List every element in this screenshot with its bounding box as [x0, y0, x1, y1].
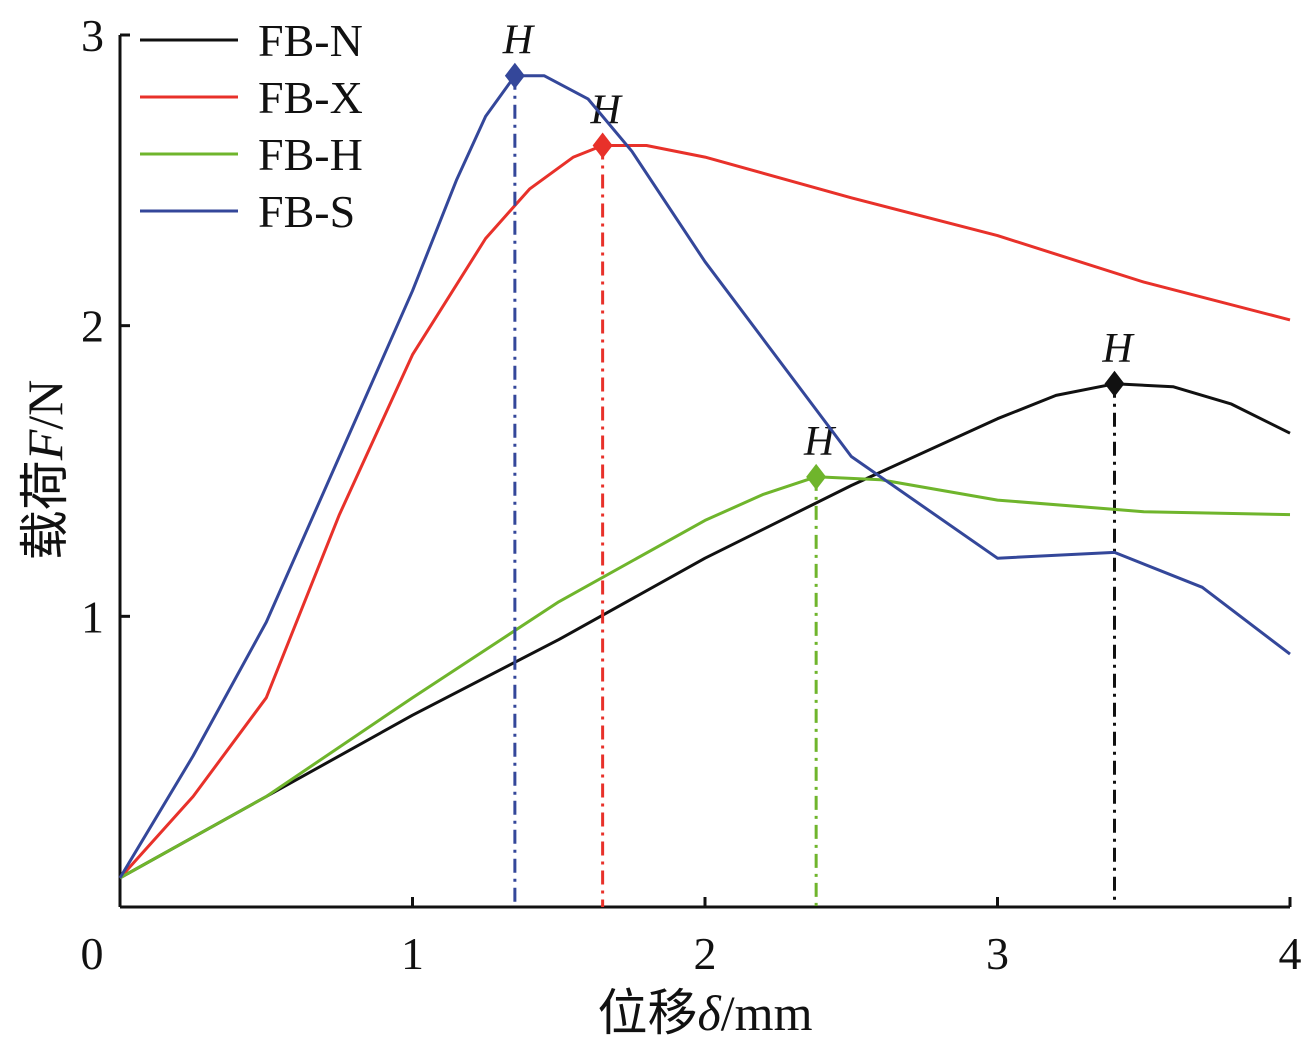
- peak-marker-fb-h: [806, 463, 827, 490]
- y-axis-label: 载荷F/N: [17, 380, 73, 561]
- x-tick-label: 0: [81, 928, 104, 979]
- x-tick-label: 4: [1279, 928, 1302, 979]
- legend-label-fb-h: FB-H: [258, 129, 363, 180]
- peak-marker-fb-x: [592, 132, 613, 159]
- x-axis-label: 位移δ/mm: [598, 985, 813, 1041]
- legend-label-fb-n: FB-N: [258, 15, 363, 66]
- series-line-fb-h: [119, 475, 1291, 880]
- legend-label-fb-s: FB-S: [258, 186, 355, 237]
- y-tick-label: 3: [81, 10, 104, 61]
- y-tick-label: 1: [81, 591, 104, 642]
- x-tick-label: 1: [401, 928, 424, 979]
- x-tick-label: 3: [986, 928, 1009, 979]
- peak-label-fb-x: H: [589, 87, 623, 133]
- peak-marker-fb-s: [504, 62, 525, 89]
- y-tick-label: 2: [81, 301, 104, 352]
- series-line-fb-n: [119, 382, 1291, 880]
- peak-label-fb-n: H: [1101, 326, 1135, 372]
- peak-label-fb-h: H: [803, 419, 837, 465]
- series-line-fb-s: [118, 74, 1291, 879]
- peak-label-fb-s: H: [502, 18, 536, 64]
- series-line-fb-x: [118, 144, 1291, 879]
- legend-label-fb-x: FB-X: [258, 72, 363, 123]
- x-tick-label: 2: [694, 928, 717, 979]
- peak-marker-fb-n: [1104, 370, 1125, 397]
